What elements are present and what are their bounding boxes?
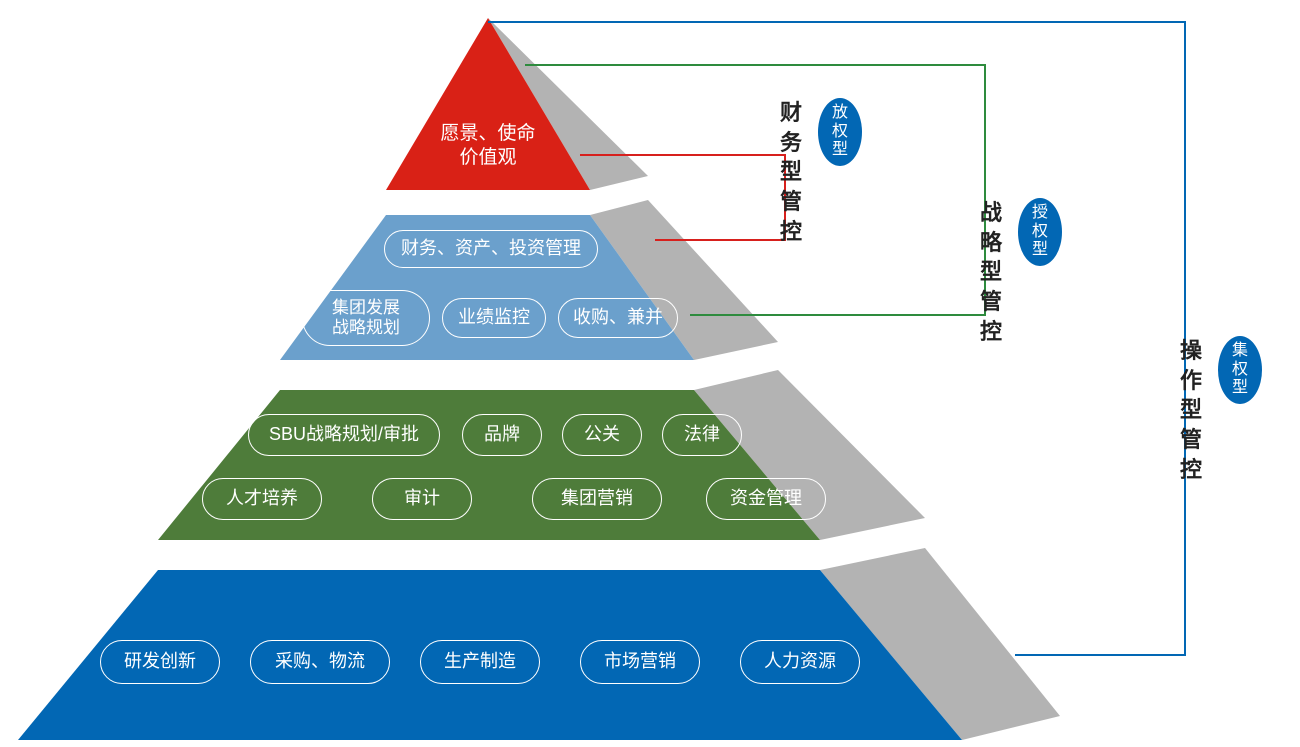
level3-pill-audit: 审计 [372,478,472,520]
badge-decentralized: 放 权 型 [818,98,862,166]
level3-pill-pr: 公关 [562,414,642,456]
diagram-canvas [0,0,1300,747]
level3-pill-fund-mgmt: 资金管理 [706,478,826,520]
level3-pill-sbu: SBU战略规划/审批 [248,414,440,456]
badge-centralized: 集 权 型 [1218,336,1262,404]
level4-pill-rd: 研发创新 [100,640,220,684]
level2-pill-performance: 业绩监控 [442,298,546,338]
level4-pill-procurement: 采购、物流 [250,640,390,684]
label-financial-control: 财 务 型 管 控 [780,98,804,246]
badge-delegated: 授 权 型 [1018,198,1062,266]
label-strategic-control: 战 略 型 管 控 [980,198,1004,346]
level3-pill-brand: 品牌 [462,414,542,456]
level3-pill-legal: 法律 [662,414,742,456]
level4-pill-manufacturing: 生产制造 [420,640,540,684]
level4-pill-marketing: 市场营销 [580,640,700,684]
level2-pill-finance-asset-invest: 财务、资产、投资管理 [384,230,598,268]
level3-pill-talent: 人才培养 [202,478,322,520]
level3-pill-group-marketing: 集团营销 [532,478,662,520]
level2-pill-ma: 收购、兼并 [558,298,678,338]
label-operational-control: 操 作 型 管 控 [1180,336,1204,484]
level2-pill-group-strategy: 集团发展 战略规划 [302,290,430,346]
apex-text: 愿景、使命 价值观 [418,122,558,170]
level4-pill-hr: 人力资源 [740,640,860,684]
